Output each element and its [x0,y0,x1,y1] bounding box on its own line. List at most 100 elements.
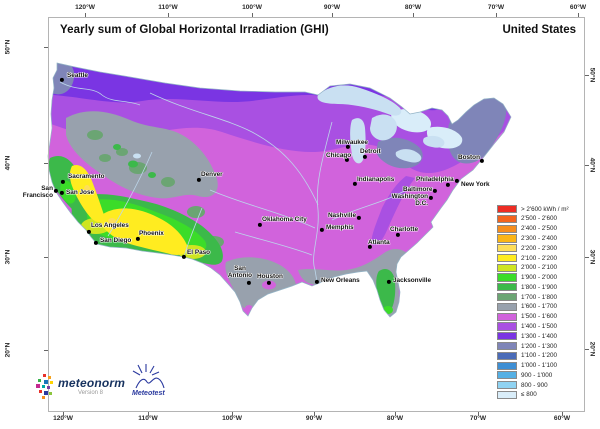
legend-swatch [497,351,517,360]
city-label: Boston [457,154,480,161]
legend-swatch [497,381,517,390]
city-marker [356,215,362,221]
legend-swatch [497,253,517,263]
city-marker [314,279,320,285]
city-marker [246,280,252,286]
tick-mark [62,412,64,416]
legend-label: 2'400 - 2'500 [521,225,558,233]
legend: > 2'600 kWh / m² 2'500 - 2'600 2'400 - 2'5… [497,205,569,400]
city-label: Washington D.C. [391,193,428,208]
legend-row: 900 - 1'000 [497,371,569,380]
lon-tick-bottom: 80°W [386,415,404,422]
city-marker [86,229,92,235]
legend-row: 1'900 - 2'000 [497,273,569,282]
legend-row: 1'800 - 1'900 [497,283,569,292]
city-label: Houston [257,273,283,280]
city-marker [59,77,65,83]
city-marker [386,279,392,285]
meteonorm-version: Version 8 [78,390,104,396]
meteonorm-pixel-icon [36,374,53,399]
legend-label: 1'200 - 1'300 [521,342,558,350]
meteotest-logo-text: Meteotest [132,390,165,397]
lon-tick-bottom: 100°W [222,415,242,422]
legend-label: 2'100 - 2'200 [521,254,558,262]
city-marker [93,240,99,246]
tick-mark [561,412,563,416]
tick-mark [585,74,589,76]
city-label: San Jose [66,189,95,196]
lon-tick-top: 110°W [158,4,178,11]
city-label: San Antonio [227,265,253,280]
coastline [47,62,512,318]
legend-label: 1'700 - 1'800 [521,293,558,301]
legend-swatch [497,371,517,380]
logo-area: meteonorm Version 8 Meteotest [34,364,184,406]
tick-mark [331,13,333,17]
city-label: Jacksonville [393,277,432,284]
great-lakes [133,85,445,164]
lon-tick-top: 120°W [75,4,95,11]
lat-tick-right: 50°N [588,67,596,83]
city-label: Sacramento [68,173,105,180]
legend-swatch [497,224,517,233]
legend-label: 800 - 900 [521,381,548,389]
legend-row: 1'600 - 1'700 [497,302,569,311]
lon-tick-bottom: 120°W [53,415,73,422]
city-marker [196,177,202,183]
city-marker [428,195,434,201]
city-label: Denver [201,171,223,178]
city-label: Seattle [67,72,88,79]
legend-row: 2'400 - 2'500 [497,224,569,233]
tick-mark [44,349,48,351]
city-label: New York [461,181,490,188]
lon-tick-top: 90°W [323,4,341,11]
legend-row: 2'100 - 2'200 [497,253,569,263]
legend-label: 2'500 - 2'600 [521,215,558,223]
region-label: United States [502,24,577,36]
city-label: Philadelphia [416,176,454,183]
legend-swatch [497,361,517,370]
lon-tick-bottom: 90°W [305,415,323,422]
legend-row: 2'200 - 2'300 [497,244,569,253]
legend-swatch [497,273,517,282]
legend-swatch [497,390,517,400]
city-label: Phoenix [139,230,164,237]
city-marker [395,232,401,238]
tick-mark [477,412,479,416]
legend-label: ≤ 800 [521,391,537,399]
city-marker [454,178,460,184]
tick-mark [495,13,497,17]
legend-label: > 2'600 kWh / m² [521,205,569,213]
lon-tick-bottom: 70°W [469,415,487,422]
lon-tick-bottom: 60°W [553,415,571,422]
legend-swatch [497,283,517,292]
lat-tick-left: 40°N [4,155,12,171]
city-marker [344,157,350,163]
meteonorm-logo-text: meteonorm [58,376,126,390]
legend-swatch [497,302,517,311]
legend-row: 1'400 - 1'500 [497,322,569,331]
legend-label: 1'300 - 1'400 [521,332,558,340]
city-marker [445,182,451,188]
legend-label: 1'500 - 1'600 [521,313,558,321]
legend-row: 2'300 - 2'400 [497,234,569,243]
legend-row: 1'100 - 1'200 [497,351,569,360]
lat-tick-right: 30°N [588,249,596,265]
city-marker [362,154,368,160]
city-label: Memphis [326,224,354,231]
legend-label: 2'200 - 2'300 [521,244,558,252]
city-label: San Diego [100,237,132,244]
city-label: Nashville [327,212,356,219]
tick-mark [585,348,589,350]
rivers [59,81,413,283]
lon-tick-top: 80°W [404,4,422,11]
legend-row: ≤ 800 [497,390,569,400]
city-label: San Francisco [22,185,53,200]
legend-label: 1'000 - 1'100 [521,362,558,370]
tick-mark [577,13,579,17]
lon-tick-top: 100°W [242,4,262,11]
tick-mark [231,412,233,416]
legend-swatch [497,244,517,253]
